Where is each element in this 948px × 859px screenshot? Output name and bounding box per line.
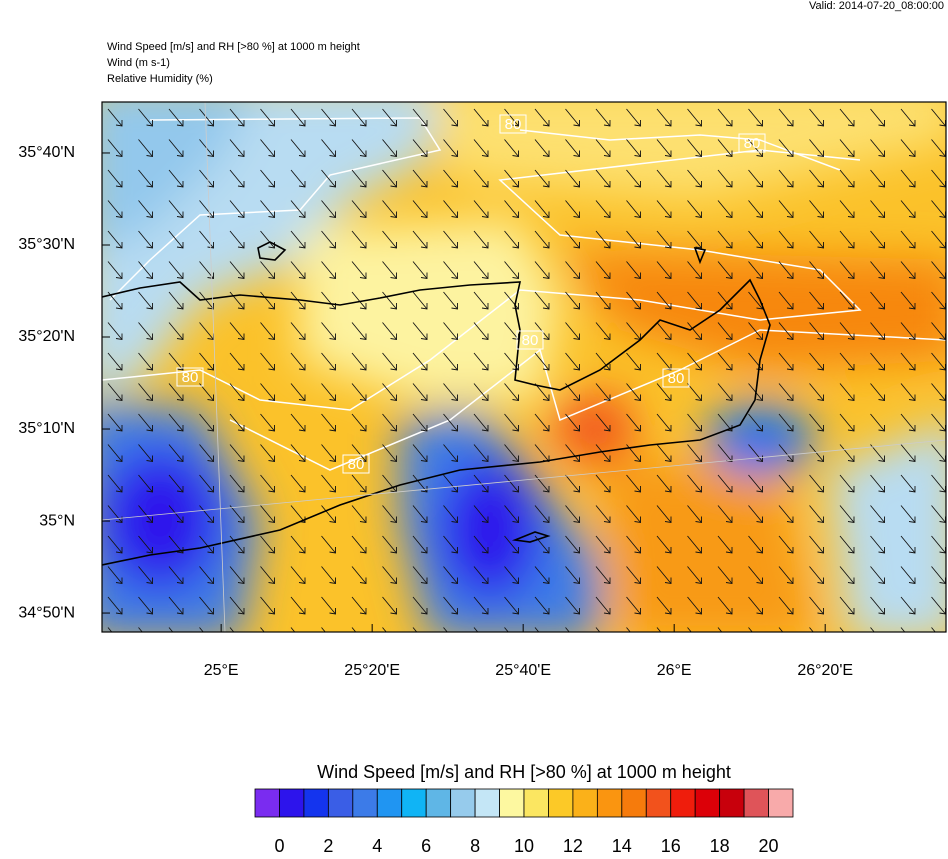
plot-title: Wind Speed [m/s] and RH [>80 %] at 1000 … [107, 41, 360, 53]
contour-label: 80 [505, 116, 522, 133]
contour-label-box [342, 454, 370, 474]
graticule-line [204, 102, 226, 632]
y-tick-label: 35°N [39, 512, 75, 529]
graticule-line [102, 439, 946, 521]
y-tick-label: 35°20'N [18, 328, 75, 345]
colorbar-swatch [768, 788, 794, 818]
x-tick-label: 25°40'E [495, 662, 551, 679]
contour-label-box [738, 133, 766, 153]
colorbar-tick-label: 0 [274, 836, 284, 854]
colorbar-tick-label: 10 [514, 836, 534, 854]
colorbar-swatch [645, 788, 672, 818]
colorbar-tick-label: 12 [563, 836, 583, 854]
colorbar-tick-label: 8 [470, 836, 480, 854]
x-tick-label: 26°E [657, 662, 692, 679]
colorbar-swatch [596, 788, 623, 818]
colorbar-swatch [719, 788, 745, 818]
colorbar-swatch [376, 788, 403, 818]
x-tick-label: 25°20'E [344, 662, 400, 679]
graticule [102, 102, 946, 632]
colorbar-swatch [425, 788, 452, 818]
contour-label-box [176, 367, 204, 387]
coastlines [102, 241, 771, 566]
contour-label: 80 [744, 135, 761, 152]
wind-vectors [102, 102, 946, 632]
colorbar-tick-label: 18 [710, 836, 730, 854]
contour-label: 80 [348, 456, 365, 473]
coastline [102, 278, 771, 566]
plot-subtitle: Wind (m s-1) [107, 57, 170, 69]
map-frame [101, 101, 947, 633]
colorbar: 0 2 4 6 8 10 12 14 16 18 20 [254, 788, 794, 856]
colorbar-tick-label: 2 [323, 836, 333, 854]
island [257, 241, 287, 261]
contour-label: 80 [522, 332, 539, 349]
colorbar-swatch [572, 788, 598, 818]
map-field [102, 102, 946, 632]
contour-labels: 80 80 80 80 80 80 [176, 114, 766, 474]
colorbar-swatch [450, 788, 476, 818]
colorbar-swatch [499, 788, 525, 818]
colorbar-title: Wind Speed [m/s] and RH [>80 %] at 1000 … [317, 762, 731, 782]
contour-label-box [499, 114, 527, 134]
colorbar-swatch [523, 788, 549, 818]
y-tick-label: 35°10'N [18, 420, 75, 437]
y-tick-label: 35°30'N [18, 236, 75, 253]
valid-time: Valid: 2014-07-20_08:00:00 [809, 0, 944, 12]
map-axes: 25°E 25°20'E 25°40'E 26°E 26°20'E 35°40'N 35°3… [18, 144, 853, 679]
x-tick-label: 26°20'E [797, 662, 853, 679]
colorbar-swatch [401, 788, 427, 818]
colorbar-swatch [327, 788, 354, 818]
colorbar-swatch [548, 788, 574, 818]
plot-subtitle: Relative Humidity (%) [107, 73, 213, 85]
contour-label-box [516, 330, 544, 350]
colorbar-tick-label: 14 [612, 836, 632, 854]
island [511, 531, 551, 543]
colorbar-tick-label: 6 [421, 836, 431, 854]
contour-label-box [662, 368, 690, 388]
colorbar-swatch [254, 788, 280, 818]
colorbar-swatch [621, 788, 647, 818]
colorbar-tick-label: 16 [661, 836, 681, 854]
colorbar-tick-label: 20 [759, 836, 779, 854]
colorbar-swatch [670, 788, 696, 818]
y-tick-label: 35°40'N [18, 144, 75, 161]
contour-label: 80 [182, 369, 199, 386]
colorbar-swatch [279, 788, 305, 818]
colorbar-swatch [303, 788, 329, 818]
colorbar-swatch [743, 788, 769, 818]
colorbar-swatch [352, 788, 378, 818]
colorbar-swatch [474, 788, 500, 818]
contour-label: 80 [668, 370, 685, 387]
colorbar-tick-label: 4 [372, 836, 382, 854]
y-tick-label: 34°50'N [18, 604, 75, 621]
island [693, 246, 707, 265]
x-tick-label: 25°E [204, 662, 239, 679]
colorbar-swatch [694, 788, 721, 818]
